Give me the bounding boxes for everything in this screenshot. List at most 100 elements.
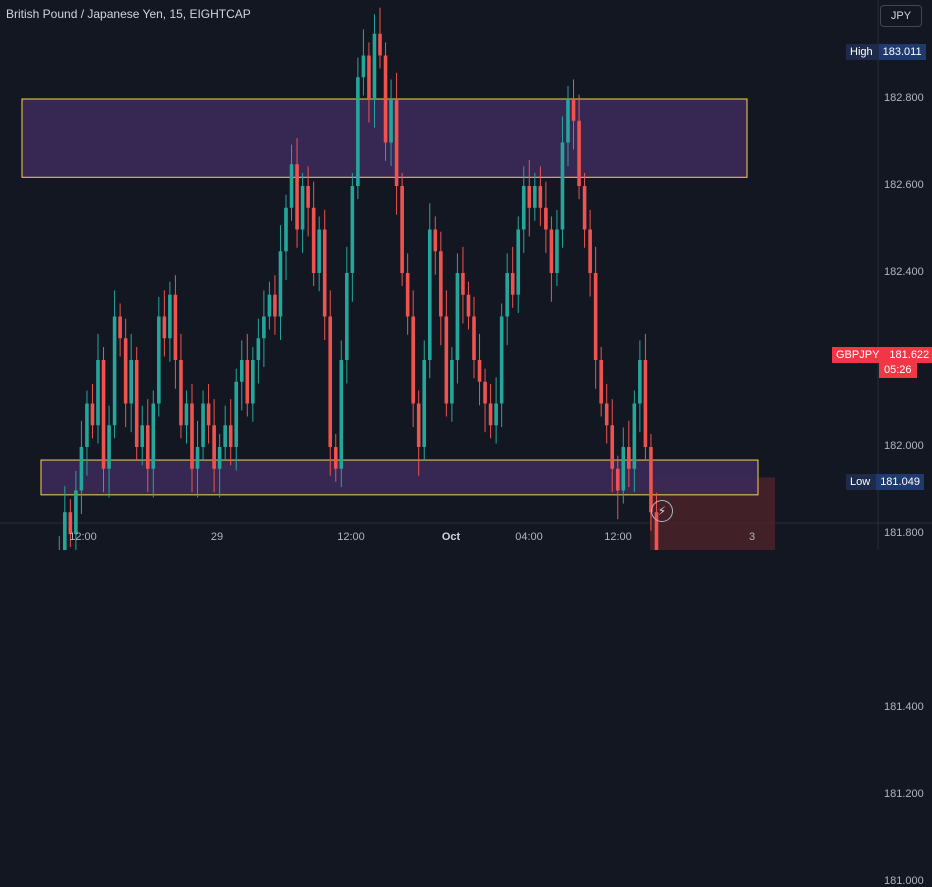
candle[interactable]: [190, 383, 194, 493]
candle[interactable]: [90, 383, 95, 439]
candle[interactable]: [416, 390, 421, 476]
candle[interactable]: [632, 390, 637, 493]
candle[interactable]: [262, 290, 266, 367]
candle[interactable]: [251, 346, 255, 422]
candle[interactable]: [389, 79, 393, 166]
candle[interactable]: [643, 333, 648, 461]
candle[interactable]: [96, 333, 100, 444]
candle[interactable]: [610, 399, 615, 493]
candle[interactable]: [510, 246, 515, 308]
candle[interactable]: [378, 7, 382, 69]
candle[interactable]: [649, 433, 653, 531]
candle[interactable]: [245, 333, 250, 417]
candle[interactable]: [499, 303, 504, 427]
candle[interactable]: [140, 405, 145, 466]
chart-area[interactable]: [0, 0, 932, 550]
candle[interactable]: [239, 340, 244, 411]
candle[interactable]: [427, 203, 432, 379]
candle[interactable]: [311, 181, 316, 287]
candle[interactable]: [455, 253, 460, 384]
candle[interactable]: [300, 172, 305, 253]
candle[interactable]: [201, 390, 205, 461]
currency-button[interactable]: JPY: [880, 5, 922, 27]
candle[interactable]: [157, 296, 161, 417]
candle[interactable]: [538, 166, 543, 227]
candle[interactable]: [123, 318, 128, 427]
candle[interactable]: [107, 405, 111, 498]
candle[interactable]: [405, 253, 410, 335]
candle[interactable]: [521, 166, 526, 253]
candle[interactable]: [361, 29, 366, 96]
candle[interactable]: [63, 486, 67, 550]
candle[interactable]: [571, 79, 576, 150]
candle[interactable]: [333, 433, 338, 482]
candle[interactable]: [206, 383, 211, 444]
candle[interactable]: [345, 246, 349, 384]
candle[interactable]: [461, 246, 465, 324]
candle[interactable]: [134, 346, 139, 461]
candle[interactable]: [267, 281, 272, 330]
candle[interactable]: [317, 216, 321, 292]
candle[interactable]: [68, 499, 73, 548]
candle[interactable]: [494, 377, 498, 444]
candle[interactable]: [582, 172, 587, 248]
candle[interactable]: [533, 172, 537, 221]
candle[interactable]: [278, 225, 283, 340]
candle[interactable]: [450, 346, 454, 422]
candle[interactable]: [439, 231, 443, 346]
candle[interactable]: [422, 340, 427, 461]
candle[interactable]: [621, 427, 626, 504]
candle[interactable]: [599, 346, 603, 417]
candle[interactable]: [118, 303, 122, 357]
candle[interactable]: [577, 94, 581, 200]
candle[interactable]: [151, 390, 156, 498]
candle[interactable]: [516, 216, 521, 314]
candle[interactable]: [162, 290, 167, 357]
candle[interactable]: [168, 281, 172, 362]
candle[interactable]: [223, 405, 227, 461]
candle[interactable]: [472, 296, 476, 379]
lightning-icon[interactable]: ⚡: [651, 500, 673, 522]
candle[interactable]: [615, 455, 620, 520]
candle[interactable]: [356, 57, 360, 200]
candle[interactable]: [383, 42, 388, 161]
candle[interactable]: [477, 333, 482, 406]
candle[interactable]: [179, 333, 183, 439]
candle[interactable]: [400, 172, 404, 287]
candle[interactable]: [234, 368, 239, 471]
candlestick-chart[interactable]: [0, 0, 932, 550]
demand-zone[interactable]: [40, 459, 759, 496]
candle[interactable]: [289, 144, 294, 221]
candle[interactable]: [549, 216, 554, 302]
candle[interactable]: [79, 420, 84, 514]
candle[interactable]: [273, 275, 277, 335]
candle[interactable]: [483, 368, 487, 433]
candle[interactable]: [322, 209, 327, 340]
candle[interactable]: [372, 14, 377, 128]
candle[interactable]: [588, 209, 592, 297]
candle[interactable]: [466, 281, 471, 330]
candle[interactable]: [74, 470, 78, 550]
candle[interactable]: [627, 420, 631, 488]
candle[interactable]: [339, 340, 344, 488]
candle[interactable]: [604, 383, 609, 444]
candle[interactable]: [560, 116, 565, 248]
candle[interactable]: [57, 536, 61, 550]
candle[interactable]: [212, 399, 216, 493]
candle[interactable]: [433, 216, 438, 275]
candle[interactable]: [195, 420, 200, 498]
candle[interactable]: [367, 42, 371, 123]
candle[interactable]: [101, 346, 106, 493]
candle[interactable]: [256, 318, 261, 384]
candle[interactable]: [638, 340, 642, 433]
candle[interactable]: [112, 290, 117, 439]
candle[interactable]: [85, 390, 89, 476]
candle[interactable]: [444, 290, 449, 417]
candle[interactable]: [145, 399, 150, 493]
candle[interactable]: [394, 72, 399, 215]
candle[interactable]: [555, 209, 559, 287]
candle[interactable]: [228, 399, 233, 466]
candle[interactable]: [527, 159, 532, 237]
candle[interactable]: [411, 290, 415, 427]
candle[interactable]: [129, 333, 133, 433]
